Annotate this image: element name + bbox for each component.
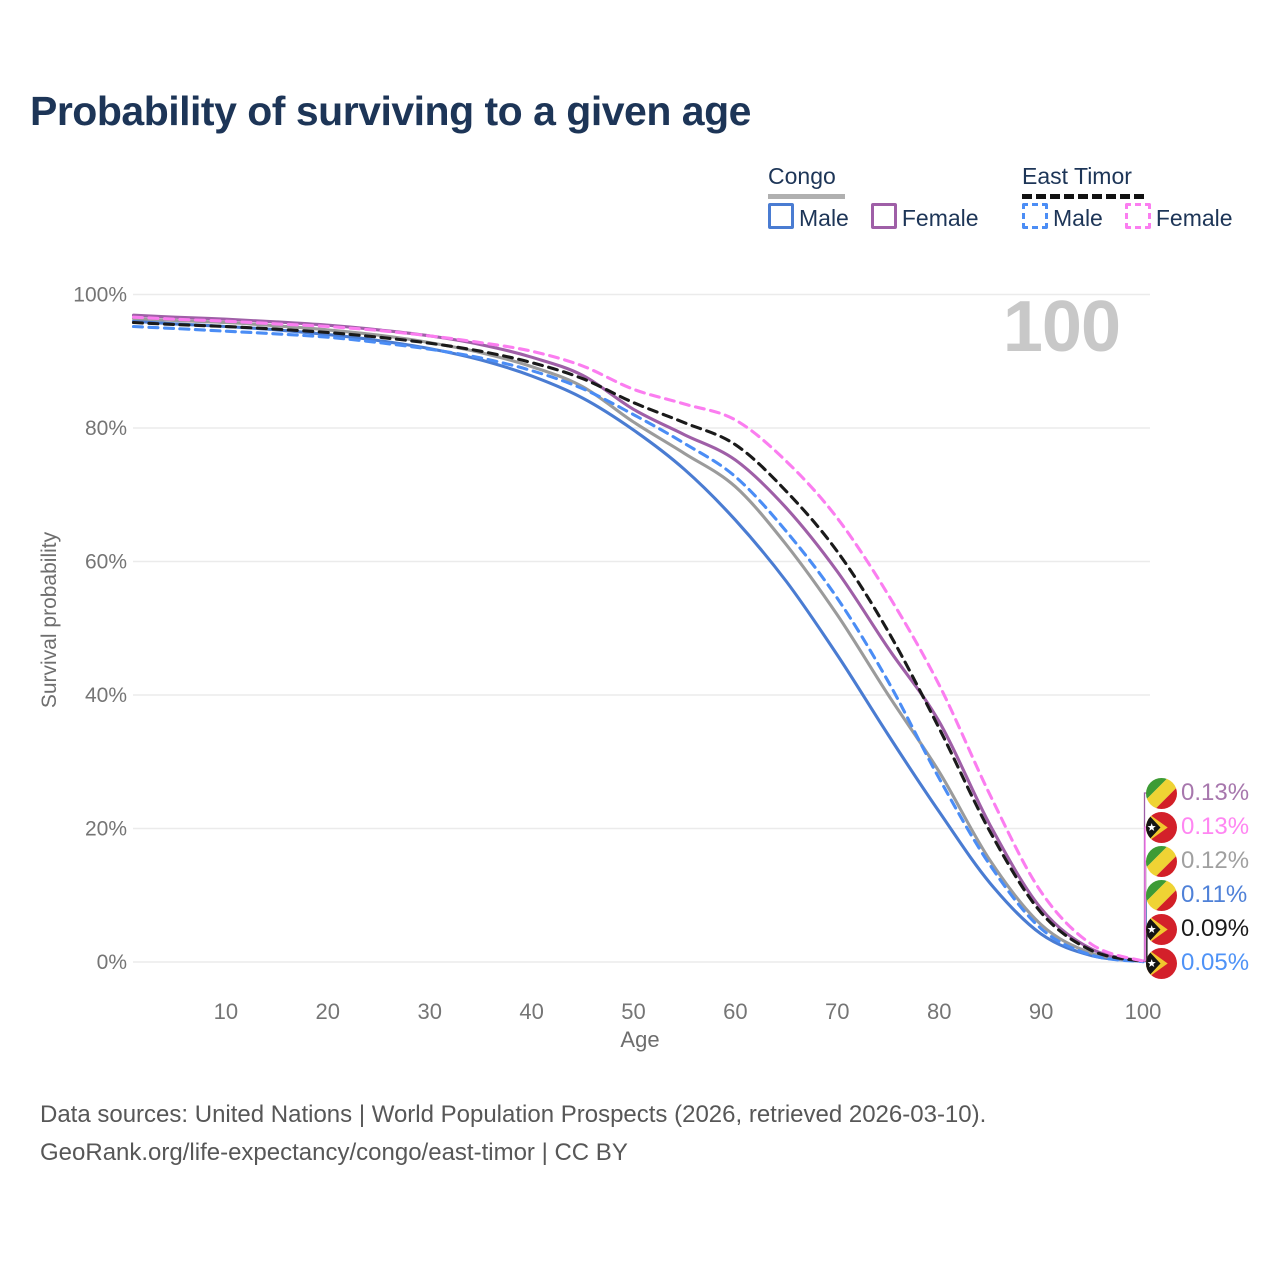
legend-label-east-timor-male[interactable]: Male xyxy=(1053,205,1103,231)
end-label-east-timor-male: 0.05% xyxy=(1146,946,1249,980)
legend-label-east-timor-female[interactable]: Female xyxy=(1155,205,1233,231)
series-line-east-timor-female[interactable] xyxy=(131,315,1145,963)
legend-swatch-congo-male[interactable] xyxy=(768,203,794,229)
series-line-congo-both-sexes[interactable] xyxy=(131,316,1145,963)
series-line-east-timor-both-sexes[interactable] xyxy=(131,320,1145,963)
east-timor-flag-icon xyxy=(1146,913,1177,945)
series-line-congo-female[interactable] xyxy=(131,313,1145,963)
end-label-value: 0.12% xyxy=(1181,847,1250,874)
legend-group-congo: Congo Male Female xyxy=(768,163,979,231)
legend-group-east-timor: East Timor Male Female xyxy=(1022,163,1262,231)
congo-flag-icon xyxy=(1146,845,1177,877)
series-line-east-timor-male[interactable] xyxy=(131,324,1145,964)
x-tick-label: 20 xyxy=(316,999,340,1024)
end-label-value: 0.11% xyxy=(1181,881,1248,908)
x-tick-label: 50 xyxy=(621,999,645,1024)
data-sources-line: Data sources: United Nations | World Pop… xyxy=(40,1101,987,1128)
legend-swatch-congo-female[interactable] xyxy=(870,203,897,229)
end-label-value: 0.13% xyxy=(1181,813,1250,840)
east-timor-flag-icon xyxy=(1146,811,1177,843)
x-tick-label: 60 xyxy=(723,999,747,1024)
legend-group-congo-title: Congo xyxy=(768,163,836,189)
legend-group-east-timor-title: East Timor xyxy=(1022,163,1132,189)
end-label-congo-male: 0.11% xyxy=(1146,878,1247,912)
x-tick-label: 100 xyxy=(1125,999,1162,1024)
legend-east-timor-dashed-line-sample xyxy=(1022,194,1144,199)
x-tick-label: 10 xyxy=(214,999,238,1024)
y-tick-label: 40% xyxy=(85,684,127,707)
legend-label-congo-female[interactable]: Female xyxy=(901,205,979,231)
end-label-value: 0.13% xyxy=(1181,779,1250,806)
congo-flag-icon xyxy=(1146,879,1177,911)
legend-swatch-east-timor-female[interactable] xyxy=(1124,203,1151,229)
x-tick-label: 70 xyxy=(825,999,849,1024)
y-tick-label: 80% xyxy=(85,417,127,440)
hovered-age-watermark: 100 xyxy=(1002,287,1121,367)
y-tick-label: 0% xyxy=(97,951,127,974)
x-tick-label: 80 xyxy=(927,999,951,1024)
congo-flag-icon xyxy=(1146,777,1177,809)
x-tick-label: 30 xyxy=(417,999,441,1024)
end-label-east-timor-female: 0.13% xyxy=(1146,810,1249,844)
east-timor-flag-icon xyxy=(1146,947,1177,979)
y-tick-label: 60% xyxy=(85,551,127,574)
x-tick-label: 40 xyxy=(519,999,543,1024)
end-label-congo-both-sexes: 0.12% xyxy=(1146,844,1249,878)
license-line: GeoRank.org/life-expectancy/congo/east-t… xyxy=(40,1139,628,1166)
legend-swatch-east-timor-male[interactable] xyxy=(1022,203,1048,229)
footer-attribution: Data sources: United Nations | World Pop… xyxy=(40,1096,986,1172)
legend-label-congo-male[interactable]: Male xyxy=(799,205,849,231)
end-label-east-timor-both-sexes: 0.09% xyxy=(1146,912,1249,946)
end-label-congo-female: 0.13% xyxy=(1146,776,1249,810)
end-label-value: 0.05% xyxy=(1181,949,1250,976)
y-tick-label: 100% xyxy=(73,284,127,307)
y-tick-label: 20% xyxy=(85,818,127,841)
x-tick-label: 90 xyxy=(1029,999,1053,1024)
x-axis-title: Age xyxy=(620,1027,660,1052)
legend-congo-solid-line-sample xyxy=(768,194,845,199)
page-title: Probability of surviving to a given age xyxy=(30,88,751,134)
end-label-value: 0.09% xyxy=(1181,915,1250,942)
